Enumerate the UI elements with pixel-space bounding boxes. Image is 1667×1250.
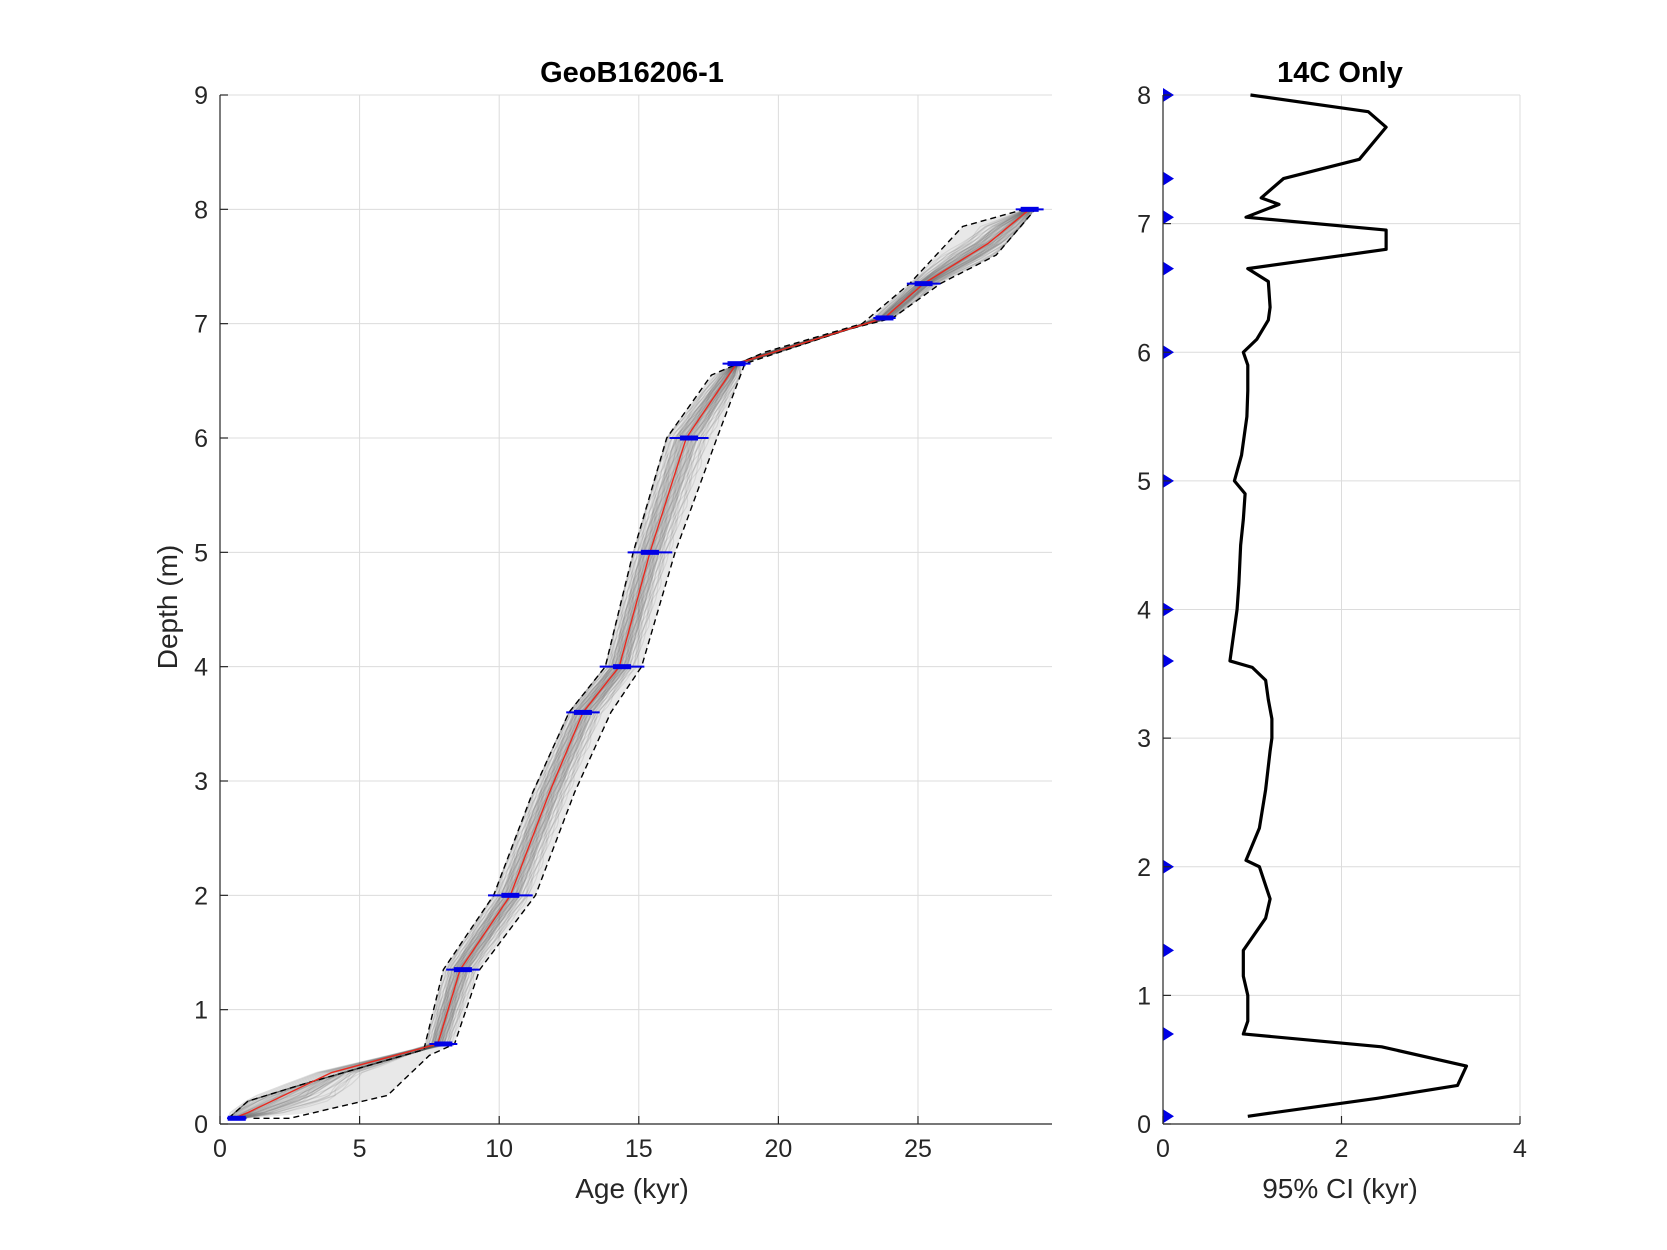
age-depth-grid bbox=[219, 94, 1052, 1125]
ci-line bbox=[1228, 93, 1469, 1118]
y-tick-label: 1 bbox=[194, 997, 208, 1025]
ensemble-realization bbox=[245, 208, 1036, 1119]
date-depth-marker bbox=[1163, 653, 1174, 668]
date-core bbox=[501, 892, 520, 898]
date-marker bbox=[873, 315, 896, 321]
ensemble-realization bbox=[241, 209, 1034, 1119]
date-core bbox=[1020, 206, 1039, 212]
date-core bbox=[640, 549, 659, 555]
median-polyline bbox=[233, 208, 1031, 1119]
y-tick-label: 9 bbox=[194, 82, 208, 110]
ensemble-fill bbox=[228, 209, 1036, 1119]
age-depth-ylabel: Depth (m) bbox=[152, 545, 183, 669]
date-marker bbox=[906, 281, 941, 287]
radiocarbon-dates bbox=[226, 206, 1044, 1121]
date-core bbox=[434, 1041, 453, 1047]
date-depth-marker bbox=[1163, 261, 1174, 276]
date-core bbox=[875, 315, 894, 321]
date-marker bbox=[488, 892, 533, 898]
ensemble-realization bbox=[241, 209, 1034, 1119]
age-depth-ticks: 0 5 10 15 20 25 0 1 2 3 4 5 6 7 8 9 bbox=[194, 82, 932, 1163]
date-core bbox=[453, 967, 472, 973]
x-tick-label: 0 bbox=[1156, 1135, 1170, 1163]
ensemble-realization bbox=[243, 208, 1035, 1119]
confidence-bounds bbox=[227, 208, 1036, 1119]
y-tick-label: 6 bbox=[194, 425, 208, 453]
date-marker bbox=[1015, 206, 1044, 212]
date-marker bbox=[722, 361, 751, 367]
date-marker bbox=[446, 967, 480, 973]
x-tick-label: 10 bbox=[485, 1135, 513, 1163]
date-core bbox=[680, 435, 699, 441]
x-tick-label: 15 bbox=[625, 1135, 653, 1163]
date-depth-marker bbox=[1163, 1026, 1174, 1041]
y-tick-label: 1 bbox=[1137, 982, 1151, 1010]
ci-title: 14C Only bbox=[1277, 57, 1403, 89]
y-tick-label: 6 bbox=[1137, 339, 1151, 367]
ci-upper-line bbox=[253, 208, 1036, 1119]
age-depth-xlabel: Age (kyr) bbox=[575, 1173, 689, 1204]
y-tick-label: 5 bbox=[1137, 468, 1151, 496]
date-marker bbox=[669, 435, 709, 441]
ci-ticks: 0 2 4 0 1 2 3 4 5 6 7 8 bbox=[1137, 82, 1527, 1163]
ensemble-realization bbox=[240, 209, 1034, 1119]
date-depth-marker bbox=[1163, 943, 1174, 958]
y-tick-label: 7 bbox=[1137, 211, 1151, 239]
x-tick-label: 25 bbox=[904, 1135, 932, 1163]
ensemble-realization bbox=[242, 209, 1035, 1119]
y-tick-label: 2 bbox=[194, 882, 208, 910]
date-core bbox=[914, 281, 933, 287]
age-depth-axes bbox=[219, 95, 1052, 1125]
median-line bbox=[233, 208, 1031, 1119]
date-core bbox=[227, 1115, 246, 1121]
ci-xlabel: 95% CI (kyr) bbox=[1262, 1173, 1418, 1204]
x-tick-label: 2 bbox=[1335, 1135, 1349, 1163]
date-marker bbox=[226, 1115, 247, 1121]
x-tick-label: 20 bbox=[764, 1135, 792, 1163]
y-tick-label: 8 bbox=[1137, 82, 1151, 110]
date-core bbox=[613, 664, 632, 670]
age-depth-title: GeoB16206-1 bbox=[540, 57, 724, 89]
date-core bbox=[573, 709, 592, 715]
y-tick-label: 7 bbox=[194, 311, 208, 339]
date-depth-marker bbox=[1163, 1109, 1174, 1124]
date-marker bbox=[566, 709, 600, 715]
age-depth-panel: 0 5 10 15 20 25 0 1 2 3 4 5 6 7 8 9 GeoB16206-1 Age (ky… bbox=[152, 57, 1052, 1204]
x-tick-label: 4 bbox=[1513, 1135, 1527, 1163]
y-tick-label: 4 bbox=[1137, 597, 1151, 625]
ensemble-realization bbox=[243, 209, 1035, 1119]
ci-panel: 0 2 4 0 1 2 3 4 5 6 7 8 14C Only 95% CI (kyr) bbox=[1137, 57, 1527, 1204]
ci-lower-line bbox=[227, 208, 1025, 1119]
y-tick-label: 4 bbox=[194, 654, 208, 682]
y-tick-label: 8 bbox=[194, 196, 208, 224]
y-tick-label: 0 bbox=[1137, 1111, 1151, 1139]
y-tick-label: 2 bbox=[1137, 854, 1151, 882]
y-tick-label: 0 bbox=[194, 1111, 208, 1139]
y-tick-label: 3 bbox=[1137, 725, 1151, 753]
date-marker bbox=[599, 664, 645, 670]
date-markers bbox=[1163, 88, 1174, 1124]
date-core bbox=[727, 361, 746, 367]
date-marker bbox=[429, 1041, 458, 1047]
y-tick-label: 5 bbox=[194, 539, 208, 567]
date-marker bbox=[627, 549, 673, 555]
date-depth-marker bbox=[1163, 210, 1174, 225]
x-tick-label: 0 bbox=[213, 1135, 227, 1163]
ensemble-realization bbox=[243, 209, 1035, 1119]
date-depth-marker bbox=[1163, 171, 1174, 186]
ensemble-realization bbox=[241, 209, 1034, 1119]
x-tick-label: 5 bbox=[353, 1135, 367, 1163]
y-tick-label: 3 bbox=[194, 768, 208, 796]
ci-width-polyline bbox=[1228, 93, 1469, 1118]
